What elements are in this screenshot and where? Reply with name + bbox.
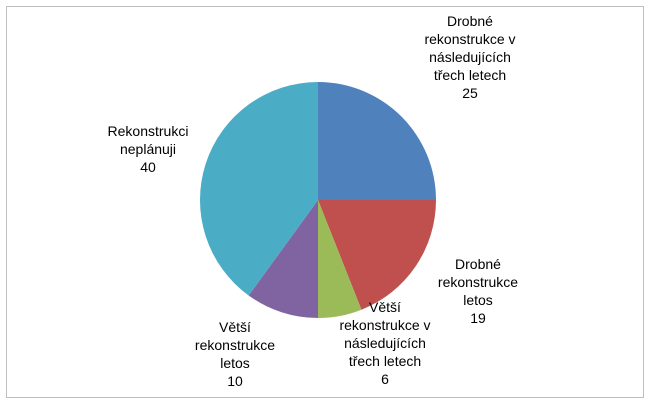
slice-label: Drobné rekonstrukce letos 19 <box>424 255 532 327</box>
pie-slice <box>199 82 318 296</box>
slice-label: Drobné rekonstrukce v následujících třec… <box>416 12 524 102</box>
pie-slice <box>248 200 318 318</box>
value-label: 6 <box>381 371 389 387</box>
chart-frame <box>6 6 644 398</box>
category-label: Rekonstrukci neplánuji <box>107 123 189 157</box>
slice-label: Rekonstrukci neplánuji 40 <box>94 122 202 176</box>
slice-label: Větší rekonstrukce v následujících třech… <box>331 298 439 388</box>
slice-label: Větší rekonstrukce letos 10 <box>181 318 289 390</box>
value-label: 10 <box>227 373 243 389</box>
category-label: Drobné rekonstrukce v následujících třec… <box>424 13 516 83</box>
category-label: Větší rekonstrukce v následujících třech… <box>339 299 431 369</box>
pie-slice <box>318 200 436 310</box>
category-label: Větší rekonstrukce letos <box>194 319 276 371</box>
pie-slice <box>318 200 362 318</box>
value-label: 25 <box>462 85 478 101</box>
category-label: Drobné rekonstrukce letos <box>437 256 519 308</box>
value-label: 19 <box>470 310 486 326</box>
pie-slice <box>318 82 436 200</box>
value-label: 40 <box>140 159 156 175</box>
